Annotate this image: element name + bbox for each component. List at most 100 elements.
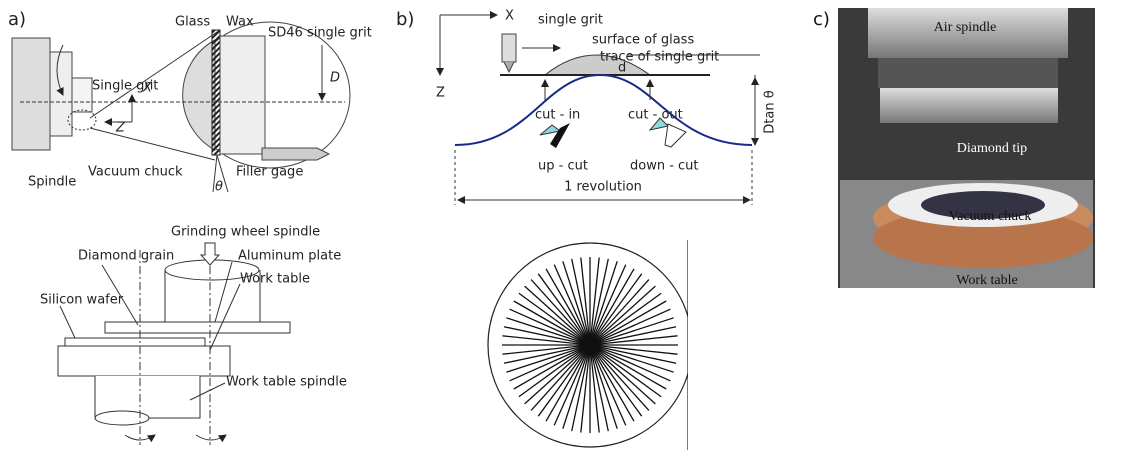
ray	[589, 344, 677, 364]
panel-c: c) Air spindle Diamond tip Vacuum chuck …	[813, 8, 1095, 288]
shape	[189, 382, 226, 401]
ray	[589, 300, 667, 346]
ray	[589, 344, 609, 432]
ray	[589, 344, 667, 390]
shape	[261, 147, 331, 161]
ray	[589, 257, 600, 346]
ray	[589, 279, 650, 346]
ray	[553, 344, 591, 426]
ray	[589, 344, 662, 398]
shape	[57, 345, 231, 377]
label: θ	[215, 180, 223, 195]
panel-label: c)	[813, 9, 830, 30]
shape	[195, 434, 227, 443]
ray	[580, 257, 591, 346]
shape	[212, 154, 218, 193]
panel-a-top: a) Glass Wax SD46 single grit Single gri…	[8, 9, 372, 195]
label: Diamond tip	[957, 141, 1027, 156]
ray	[524, 344, 591, 405]
ray	[513, 344, 591, 390]
label: Vacuum chuck	[949, 209, 1032, 224]
shape	[94, 410, 150, 426]
shape	[59, 305, 76, 339]
shape	[878, 58, 1058, 88]
label: Silicon wafer	[40, 293, 124, 308]
ray	[545, 344, 591, 422]
shape	[182, 39, 216, 151]
shape	[56, 44, 64, 96]
label: Spindle	[28, 175, 76, 190]
ray	[589, 268, 635, 346]
ray	[503, 326, 591, 346]
ray	[589, 344, 618, 429]
shape	[503, 61, 515, 74]
ray	[589, 344, 635, 422]
ray	[545, 268, 591, 346]
shape	[124, 434, 156, 443]
ray	[589, 326, 677, 346]
ray	[589, 264, 627, 346]
ray	[503, 344, 591, 364]
shape	[49, 51, 73, 137]
shape	[67, 109, 97, 131]
ray	[589, 261, 618, 346]
ray	[589, 308, 671, 346]
shape	[921, 191, 1045, 219]
shape	[214, 261, 233, 323]
shape	[539, 124, 562, 136]
label: Dtan θ	[763, 90, 778, 133]
ray	[589, 344, 627, 426]
shape	[89, 127, 216, 161]
ray	[589, 317, 674, 346]
ray	[589, 344, 656, 405]
grinding-marks	[487, 240, 688, 450]
label: Single grit	[92, 79, 158, 94]
ray	[562, 344, 591, 429]
label: Filler gage	[236, 165, 303, 180]
ray	[571, 344, 591, 432]
label: Work table	[240, 272, 310, 287]
ray	[589, 344, 678, 355]
ray	[589, 335, 678, 346]
label: X	[142, 81, 153, 96]
shape	[550, 123, 570, 148]
shape	[101, 264, 139, 326]
label: SD46 single grit	[268, 26, 372, 41]
ray	[589, 344, 643, 417]
label: cut - out	[628, 108, 683, 123]
shape	[89, 29, 221, 119]
shape	[880, 88, 1058, 123]
ray	[589, 344, 671, 382]
shape	[104, 321, 291, 334]
ray	[580, 344, 591, 433]
label: D	[330, 71, 340, 86]
panel-label: a)	[8, 9, 26, 30]
ray	[589, 292, 662, 346]
shape	[664, 123, 687, 148]
shape	[543, 54, 652, 76]
ray	[509, 308, 591, 346]
label: single grit	[538, 13, 603, 28]
ray	[506, 344, 591, 373]
ray	[513, 300, 591, 346]
label: up - cut	[538, 159, 588, 174]
ray	[537, 344, 591, 417]
ray	[502, 335, 591, 346]
ray	[537, 273, 591, 346]
ray	[524, 285, 591, 346]
ray	[530, 279, 591, 346]
label: Aluminum plate	[238, 249, 341, 264]
ray	[589, 344, 674, 373]
label: cut - in	[535, 108, 580, 123]
label: Glass	[175, 15, 210, 30]
label: Diamond grain	[78, 249, 174, 264]
label: 1 revolution	[564, 180, 642, 195]
shape	[873, 208, 1093, 268]
ray	[589, 344, 650, 411]
shape	[71, 77, 93, 113]
ray	[589, 285, 656, 346]
label: down - cut	[630, 159, 699, 174]
panel-b: b) X Z single grit surface of glass trac…	[396, 9, 778, 450]
shape	[11, 37, 51, 151]
label: Grinding wheel spindle	[171, 225, 320, 240]
